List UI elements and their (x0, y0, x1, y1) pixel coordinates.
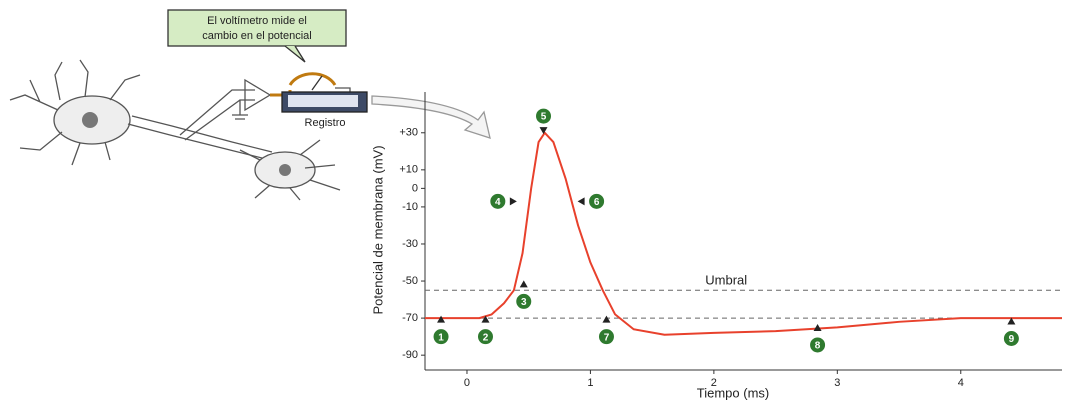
annotation-badge (489, 192, 507, 210)
annotation-label: 3 (521, 297, 527, 308)
y-tick-label: -90 (402, 349, 418, 361)
y-tick-label: +30 (399, 127, 418, 139)
annotation: 3 (515, 280, 533, 310)
y-tick-label: +10 (399, 164, 418, 176)
annotation: 6 (577, 192, 606, 210)
annotation-label: 7 (604, 332, 610, 343)
y-tick-label: 0 (412, 182, 418, 194)
annotation: 5 (535, 107, 553, 135)
annotation: 7 (597, 315, 615, 346)
callout-line: El voltímetro mide el (207, 15, 307, 27)
annotation-pointer (481, 315, 490, 323)
x-tick-label: 3 (834, 377, 840, 389)
annotation-label: 6 (594, 197, 600, 208)
annotation-pointer (1007, 317, 1016, 325)
annotation-badge (597, 328, 615, 346)
annotation: 2 (476, 315, 494, 346)
annotation-label: 2 (483, 332, 489, 343)
x-tick-label: 4 (958, 377, 964, 389)
annotation-pointer (509, 197, 517, 206)
annotation-badge (432, 328, 450, 346)
annotation-pointer (813, 323, 822, 331)
annotation-badge (1002, 329, 1020, 347)
y-axis-label: Potencial de membrana (mV) (370, 145, 385, 314)
annotation: 8 (809, 323, 827, 354)
annotation-pointer (437, 315, 446, 323)
annotation-label: 1 (438, 332, 444, 343)
callout-line: cambio en el potencial (202, 30, 311, 42)
series-line (425, 131, 1062, 336)
annotation-badge (515, 292, 533, 310)
annotation: 1 (432, 315, 450, 346)
annotation-label: 8 (815, 341, 821, 352)
annotation-badge (535, 107, 553, 125)
x-tick-label: 1 (587, 377, 593, 389)
device-label: Registro (305, 117, 346, 129)
annotation-badge (809, 336, 827, 354)
annotation-pointer (519, 280, 528, 288)
annotation-badge (476, 328, 494, 346)
annotation-pointer (539, 127, 548, 135)
annotation-badge (588, 192, 606, 210)
x-tick-label: 0 (464, 377, 470, 389)
annotation-pointer (602, 315, 611, 323)
x-axis-label: Tiempo (ms) (697, 385, 769, 400)
y-tick-label: -70 (402, 312, 418, 324)
x-tick-label: 2 (711, 377, 717, 389)
annotation-label: 4 (495, 197, 501, 208)
annotation: 9 (1002, 317, 1020, 347)
neuron-diagram (9, 9, 491, 201)
y-tick-label: -50 (402, 275, 418, 287)
annotation-label: 9 (1009, 334, 1015, 345)
y-tick-label: -30 (402, 238, 418, 250)
annotation-pointer (577, 197, 585, 206)
y-tick-label: -10 (402, 201, 418, 213)
annotation: 4 (489, 192, 517, 210)
reference-label: Umbral (705, 273, 747, 288)
annotation-label: 5 (541, 112, 547, 123)
